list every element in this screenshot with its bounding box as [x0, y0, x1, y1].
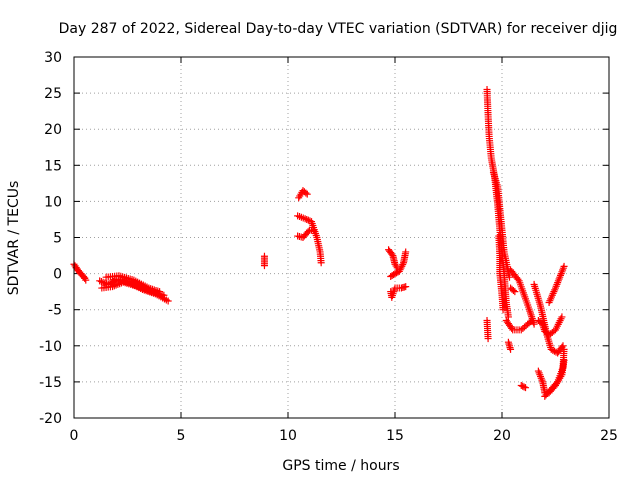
- y-tick-label: 20: [44, 122, 62, 138]
- data-point: [522, 384, 530, 392]
- data-point: [79, 272, 87, 280]
- data-point: [399, 261, 407, 269]
- x-tick-label: 10: [279, 428, 297, 444]
- y-tick-label: 15: [44, 158, 62, 174]
- data-point: [395, 267, 403, 275]
- data-point: [558, 343, 566, 351]
- data-point: [156, 288, 164, 296]
- grid: [74, 57, 609, 418]
- x-tick-label: 20: [493, 428, 511, 444]
- y-tick-label: 10: [44, 194, 62, 210]
- y-axis-label: SDTVAR / TECUs: [6, 181, 22, 296]
- x-tick-label: 25: [600, 428, 618, 444]
- data-point: [559, 342, 567, 350]
- y-tick-label: 0: [53, 267, 62, 283]
- data-point: [97, 278, 105, 286]
- data-point: [530, 320, 538, 328]
- data-point: [99, 278, 107, 286]
- plot-frame: [73, 56, 610, 419]
- data-point: [304, 228, 312, 236]
- data-point: [304, 216, 312, 224]
- data-point: [511, 288, 519, 296]
- data-point: [301, 215, 309, 223]
- x-tick-label: 0: [70, 428, 79, 444]
- data-point: [164, 297, 172, 305]
- y-tick-label: 30: [44, 50, 62, 66]
- data-point: [397, 264, 405, 272]
- data-point: [398, 262, 406, 270]
- data-point: [520, 383, 528, 391]
- data-point: [509, 286, 517, 294]
- y-tick-label: 5: [53, 231, 62, 247]
- data-point: [552, 379, 560, 387]
- data-point: [160, 291, 168, 299]
- data-point: [81, 274, 89, 282]
- x-axis-label: GPS time / hours: [282, 458, 399, 474]
- y-tick-label: -20: [39, 411, 62, 427]
- data-point: [558, 313, 566, 321]
- data-point: [508, 324, 516, 332]
- data-point: [484, 335, 492, 343]
- data-point: [317, 259, 325, 267]
- data-point: [504, 313, 512, 321]
- data-point: [302, 189, 310, 197]
- data-point: [396, 266, 404, 274]
- y-tick-label: 25: [44, 86, 62, 102]
- data-point: [560, 262, 568, 270]
- data-point: [303, 215, 311, 223]
- y-tick-label: -15: [39, 375, 62, 391]
- data-point: [402, 283, 410, 291]
- data-point: [505, 273, 513, 281]
- chart-title: Day 287 of 2022, Sidereal Day-to-day VTE…: [59, 21, 618, 37]
- data-point: [388, 250, 396, 258]
- data-point: [514, 275, 522, 283]
- data-point: [499, 306, 507, 314]
- tick-labels: 0 5 10 15 20 25 -20 -15 -10 -5 0 5 10 15 20 25 30: [39, 50, 618, 444]
- data-markers: [70, 85, 568, 400]
- data-point: [507, 345, 515, 353]
- y-tick-label: -5: [48, 303, 62, 319]
- data-point: [303, 190, 311, 198]
- data-point: [402, 248, 410, 256]
- x-tick-label: 15: [386, 428, 404, 444]
- y-tick-label: -10: [39, 339, 62, 355]
- data-point: [260, 262, 268, 270]
- x-tick-label: 5: [177, 428, 186, 444]
- data-point: [96, 277, 104, 285]
